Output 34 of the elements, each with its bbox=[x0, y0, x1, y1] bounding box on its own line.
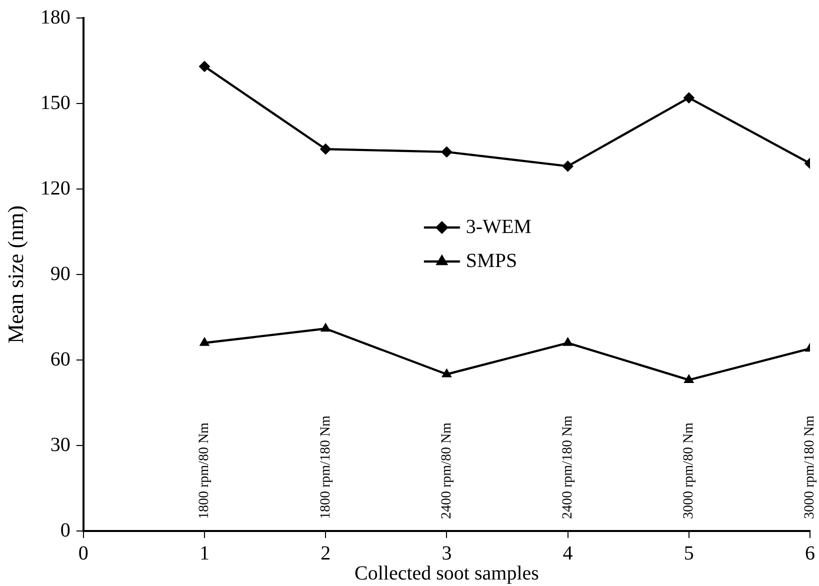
point bbox=[683, 92, 694, 104]
point bbox=[441, 146, 452, 158]
annotation: 3000 rpm/180 Nm bbox=[802, 415, 818, 519]
annotation: 1800 rpm/180 Nm bbox=[318, 415, 334, 519]
point bbox=[320, 323, 330, 332]
point bbox=[684, 374, 694, 383]
point bbox=[200, 337, 210, 346]
annotation: 2400 rpm/80 Nm bbox=[439, 422, 454, 519]
y-axis-title: Mean size (nm) bbox=[2, 205, 28, 344]
x-tick-label: 4 bbox=[562, 542, 573, 564]
point bbox=[442, 368, 452, 378]
legend-label: SMPS bbox=[466, 250, 518, 272]
x-tick-label: 2 bbox=[320, 542, 331, 564]
annotation: 1800 rpm/80 Nm bbox=[197, 422, 212, 519]
point bbox=[562, 337, 573, 346]
x-tick-label: 3 bbox=[442, 542, 452, 564]
point bbox=[562, 160, 574, 172]
y-tick-label: 180 bbox=[40, 6, 70, 28]
legend-label: 3-WEM bbox=[466, 216, 532, 238]
annotation: 3000 rpm/80 Nm bbox=[682, 422, 697, 519]
point bbox=[199, 60, 210, 72]
x-tick-label: 6 bbox=[805, 542, 815, 564]
y-tick-label: 60 bbox=[50, 348, 70, 370]
y-tick-label: 30 bbox=[50, 434, 70, 456]
point bbox=[320, 144, 332, 155]
x-tick-label: 5 bbox=[684, 542, 694, 564]
x-axis-title: Collected soot samples bbox=[354, 562, 540, 584]
x-tick-label: 1 bbox=[200, 542, 210, 564]
y-tick-label: 90 bbox=[50, 262, 70, 285]
y-tick-label: 0 bbox=[60, 519, 70, 542]
x-tick-label: 0 bbox=[78, 542, 88, 564]
annotation: 2400 rpm/180 Nm bbox=[560, 415, 576, 519]
y-tick-label: 150 bbox=[40, 92, 70, 114]
y-tick-label: 120 bbox=[40, 177, 70, 200]
